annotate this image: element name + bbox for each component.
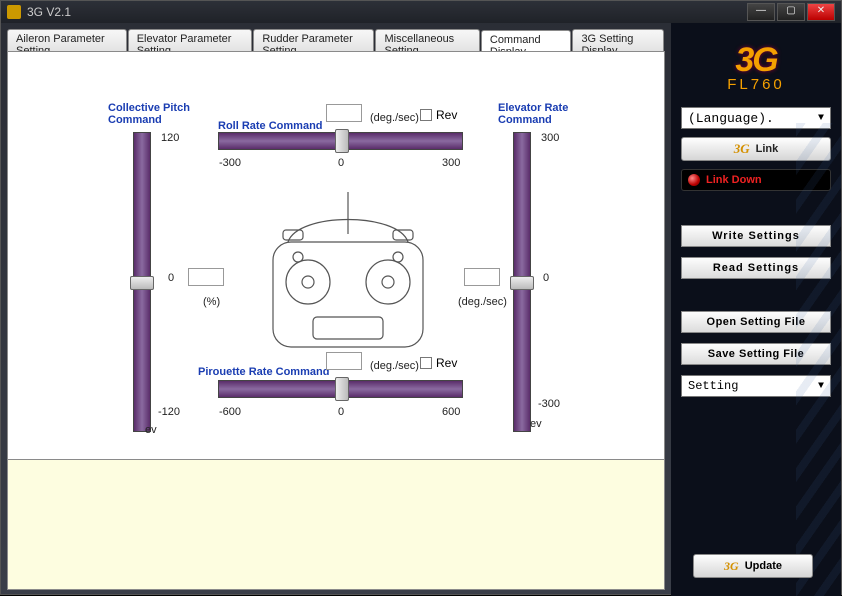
- roll-label: Roll Rate Command: [218, 120, 323, 132]
- collective-max: 120: [161, 132, 179, 144]
- minimize-button[interactable]: —: [747, 3, 775, 21]
- link-label: Link: [756, 143, 779, 155]
- tab-command-display[interactable]: Command Display: [481, 30, 572, 52]
- lower-panel: [7, 460, 665, 590]
- right-sidebar: 3G FL760 (Language). ▼ 3G Link Link Down…: [671, 23, 841, 596]
- update-button[interactable]: 3G Update: [693, 554, 813, 578]
- pirouette-right: 600: [442, 406, 460, 418]
- write-settings-button[interactable]: Write Settings: [681, 225, 831, 247]
- elevator-value[interactable]: [464, 268, 500, 286]
- pirouette-left: -600: [219, 406, 241, 418]
- tab-3g-setting[interactable]: 3G Setting Display: [572, 29, 664, 51]
- brand-inline-icon: 3G: [724, 559, 739, 574]
- elevator-mid: 0: [543, 272, 549, 284]
- window-title: 3G V2.1: [27, 5, 71, 19]
- close-button[interactable]: ✕: [807, 3, 835, 21]
- roll-rev-label: Rev: [436, 108, 457, 122]
- left-pane: Aileron Parameter Setting Elevator Param…: [1, 23, 671, 596]
- maximize-button[interactable]: ▢: [777, 3, 805, 21]
- app-icon: [7, 5, 21, 19]
- brand-inline-icon: 3G: [734, 141, 750, 157]
- update-label: Update: [745, 560, 782, 572]
- collective-min: -120: [158, 406, 180, 418]
- tab-rudder[interactable]: Rudder Parameter Setting: [253, 29, 374, 51]
- elevator-thumb[interactable]: [510, 276, 534, 290]
- roll-value[interactable]: [326, 104, 362, 122]
- chevron-down-icon: ▼: [818, 113, 824, 124]
- setting-select[interactable]: Setting ▼: [681, 375, 831, 397]
- chevron-down-icon: ▼: [818, 381, 824, 392]
- link-button[interactable]: 3G Link: [681, 137, 831, 161]
- read-settings-button[interactable]: Read Settings: [681, 257, 831, 279]
- roll-thumb[interactable]: [335, 129, 349, 153]
- brand-top: 3G: [681, 41, 831, 80]
- setting-label: Setting: [688, 379, 738, 393]
- tab-misc[interactable]: Miscellaneous Setting: [375, 29, 479, 51]
- elevator-rev: ev: [530, 418, 542, 430]
- collective-thumb[interactable]: [130, 276, 154, 290]
- titlebar[interactable]: 3G V2.1 — ▢ ✕: [1, 1, 841, 23]
- tab-aileron[interactable]: Aileron Parameter Setting: [7, 29, 127, 51]
- tab-elevator[interactable]: Elevator Parameter Setting: [128, 29, 253, 51]
- checkbox-icon: [420, 109, 432, 121]
- command-display-panel: Collective Pitch Command 120 0 (%) -120 …: [7, 51, 665, 460]
- roll-right: 300: [442, 157, 460, 169]
- elevator-label: Elevator Rate Command: [498, 102, 568, 126]
- status-label: Link Down: [706, 174, 762, 186]
- pirouette-slider[interactable]: [218, 380, 463, 398]
- collective-slider[interactable]: [133, 132, 151, 432]
- roll-mid: 0: [338, 157, 344, 169]
- elevator-unit: (deg./sec): [458, 296, 507, 308]
- status-led-icon: [688, 174, 700, 186]
- open-setting-file-button[interactable]: Open Setting File: [681, 311, 831, 333]
- roll-rev-checkbox[interactable]: Rev: [420, 108, 457, 122]
- language-select[interactable]: (Language). ▼: [681, 107, 831, 129]
- collective-rev: ev: [145, 424, 157, 436]
- elevator-max: 300: [541, 132, 559, 144]
- transmitter-illustration: [258, 182, 438, 372]
- link-status: Link Down: [681, 169, 831, 191]
- app-window: 3G V2.1 — ▢ ✕ Aileron Parameter Setting …: [0, 0, 842, 595]
- roll-slider[interactable]: [218, 132, 463, 150]
- collective-unit: (%): [203, 296, 220, 308]
- tab-strip: Aileron Parameter Setting Elevator Param…: [7, 29, 665, 51]
- roll-left: -300: [219, 157, 241, 169]
- collective-label: Collective Pitch Command: [108, 102, 190, 126]
- collective-mid: 0: [168, 272, 174, 284]
- elevator-min: -300: [538, 398, 560, 410]
- brand-sub: FL760: [681, 76, 831, 93]
- pirouette-mid: 0: [338, 406, 344, 418]
- collective-value[interactable]: [188, 268, 224, 286]
- elevator-slider[interactable]: [513, 132, 531, 432]
- pirouette-thumb[interactable]: [335, 377, 349, 401]
- save-setting-file-button[interactable]: Save Setting File: [681, 343, 831, 365]
- pirouette-rev-label: Rev: [436, 356, 457, 370]
- brand-logo: 3G FL760: [681, 41, 831, 93]
- roll-unit: (deg./sec): [370, 112, 419, 124]
- language-label: (Language).: [688, 111, 774, 126]
